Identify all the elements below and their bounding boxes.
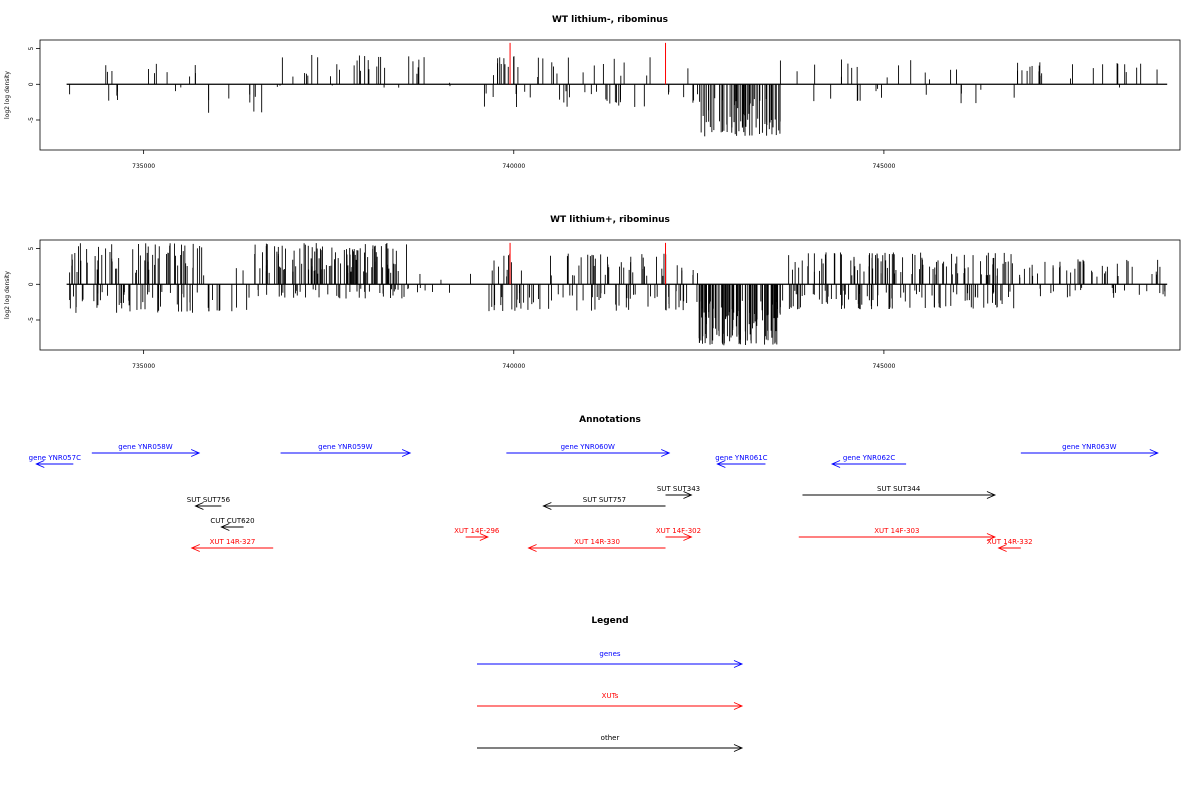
- annotation-label: gene YNR058W: [118, 443, 172, 451]
- plot-frame: [39, 39, 1181, 151]
- annotation-arrow-xut: [665, 533, 693, 541]
- annotations-title: Annotations: [579, 415, 641, 425]
- annotation-label: XUT 14F-302: [656, 527, 701, 535]
- annotation-label: SUT SUT344: [877, 485, 921, 493]
- legend-items: genes XUTs other: [477, 650, 744, 752]
- annotation-arrow-gene: [716, 460, 766, 468]
- annotation-label: CUT CUT620: [210, 517, 254, 525]
- y-tick-label: 0: [28, 282, 35, 286]
- axes: 5 0 -5 735000 740000 745000: [28, 246, 896, 370]
- legend-label: XUTs: [602, 692, 619, 700]
- annotation-label: gene YNR063W: [1062, 443, 1116, 451]
- annotation-arrow-other: [220, 523, 244, 531]
- legend-label: other: [601, 734, 620, 742]
- annotation-label: gene YNR059W: [318, 443, 372, 451]
- bar-series: [66, 42, 1168, 137]
- x-tick-label: 745000: [872, 363, 895, 370]
- y-tick-label: 5: [28, 246, 35, 250]
- y-tick-label: 0: [28, 82, 35, 86]
- plot-title: WT lithium-, ribominus: [552, 15, 668, 25]
- legend-arrow: [477, 702, 744, 710]
- annotation-arrow-xut: [798, 533, 997, 541]
- annotation-arrow-gene: [35, 460, 74, 468]
- annotation-arrow-other: [542, 502, 666, 510]
- y-tick-label: 5: [28, 46, 35, 50]
- annotation-arrow-xut: [997, 544, 1021, 552]
- y-axis-label: log2 log density: [4, 71, 11, 119]
- x-tick-label: 740000: [502, 163, 525, 170]
- annotation-arrow-gene: [830, 460, 907, 468]
- annotation-label: SUT SUT343: [657, 485, 700, 493]
- annotation-arrow-xut: [527, 544, 666, 552]
- annotation-arrow-xut: [465, 533, 489, 541]
- x-tick-label: 735000: [132, 363, 155, 370]
- axes: 5 0 -5 735000 740000 745000: [28, 46, 896, 170]
- y-axis-label: log2 log density: [4, 271, 11, 319]
- annotation-label: gene YNR060W: [561, 443, 615, 451]
- annotation-arrow-gene: [280, 449, 412, 457]
- legend-arrow: [477, 660, 744, 668]
- annotation-label: gene YNR062C: [843, 454, 895, 462]
- x-tick-label: 740000: [502, 363, 525, 370]
- bar-series: [66, 242, 1168, 346]
- annotation-arrow-other: [665, 491, 693, 499]
- plot-frame: [39, 239, 1181, 351]
- x-tick-label: 745000: [872, 163, 895, 170]
- annotation-label: XUT 14R-327: [210, 538, 256, 546]
- annotation-arrow-other: [194, 502, 222, 510]
- annotation-label: XUT 14F-303: [874, 527, 919, 535]
- x-tick-label: 735000: [132, 163, 155, 170]
- annotation-arrow-gene: [506, 449, 671, 457]
- annotation-label: XUT 14R-332: [987, 538, 1033, 546]
- legend-arrow: [477, 744, 744, 752]
- annotation-label: gene YNR061C: [715, 454, 767, 462]
- y-tick-label: -5: [28, 317, 35, 323]
- annotation-label: SUT SUT756: [187, 496, 231, 504]
- annotation-label: XUT 14R-330: [574, 538, 620, 546]
- legend: Legend genes XUTs other: [477, 616, 744, 752]
- annotation-arrow-gene: [1020, 449, 1159, 457]
- track-plot-lithium-plus: WT lithium+, ribominus log2 log density …: [4, 215, 1181, 370]
- annotation-label: SUT SUT757: [583, 496, 626, 504]
- annotation-arrow-gene: [91, 449, 201, 457]
- plot-title: WT lithium+, ribominus: [550, 215, 670, 225]
- annotation-label: XUT 14F-296: [454, 527, 500, 535]
- track-plot-lithium-minus: WT lithium-, ribominus log2 log density …: [4, 15, 1181, 170]
- annotation-arrow-other: [802, 491, 997, 499]
- annotation-items: gene YNR057C gene YNR058W gene YNR059W gene…: [29, 443, 1159, 552]
- y-tick-label: -5: [28, 117, 35, 123]
- annotation-arrow-xut: [190, 544, 274, 552]
- annotation-label: gene YNR057C: [29, 454, 81, 462]
- legend-label: genes: [599, 650, 620, 658]
- legend-title: Legend: [591, 616, 628, 626]
